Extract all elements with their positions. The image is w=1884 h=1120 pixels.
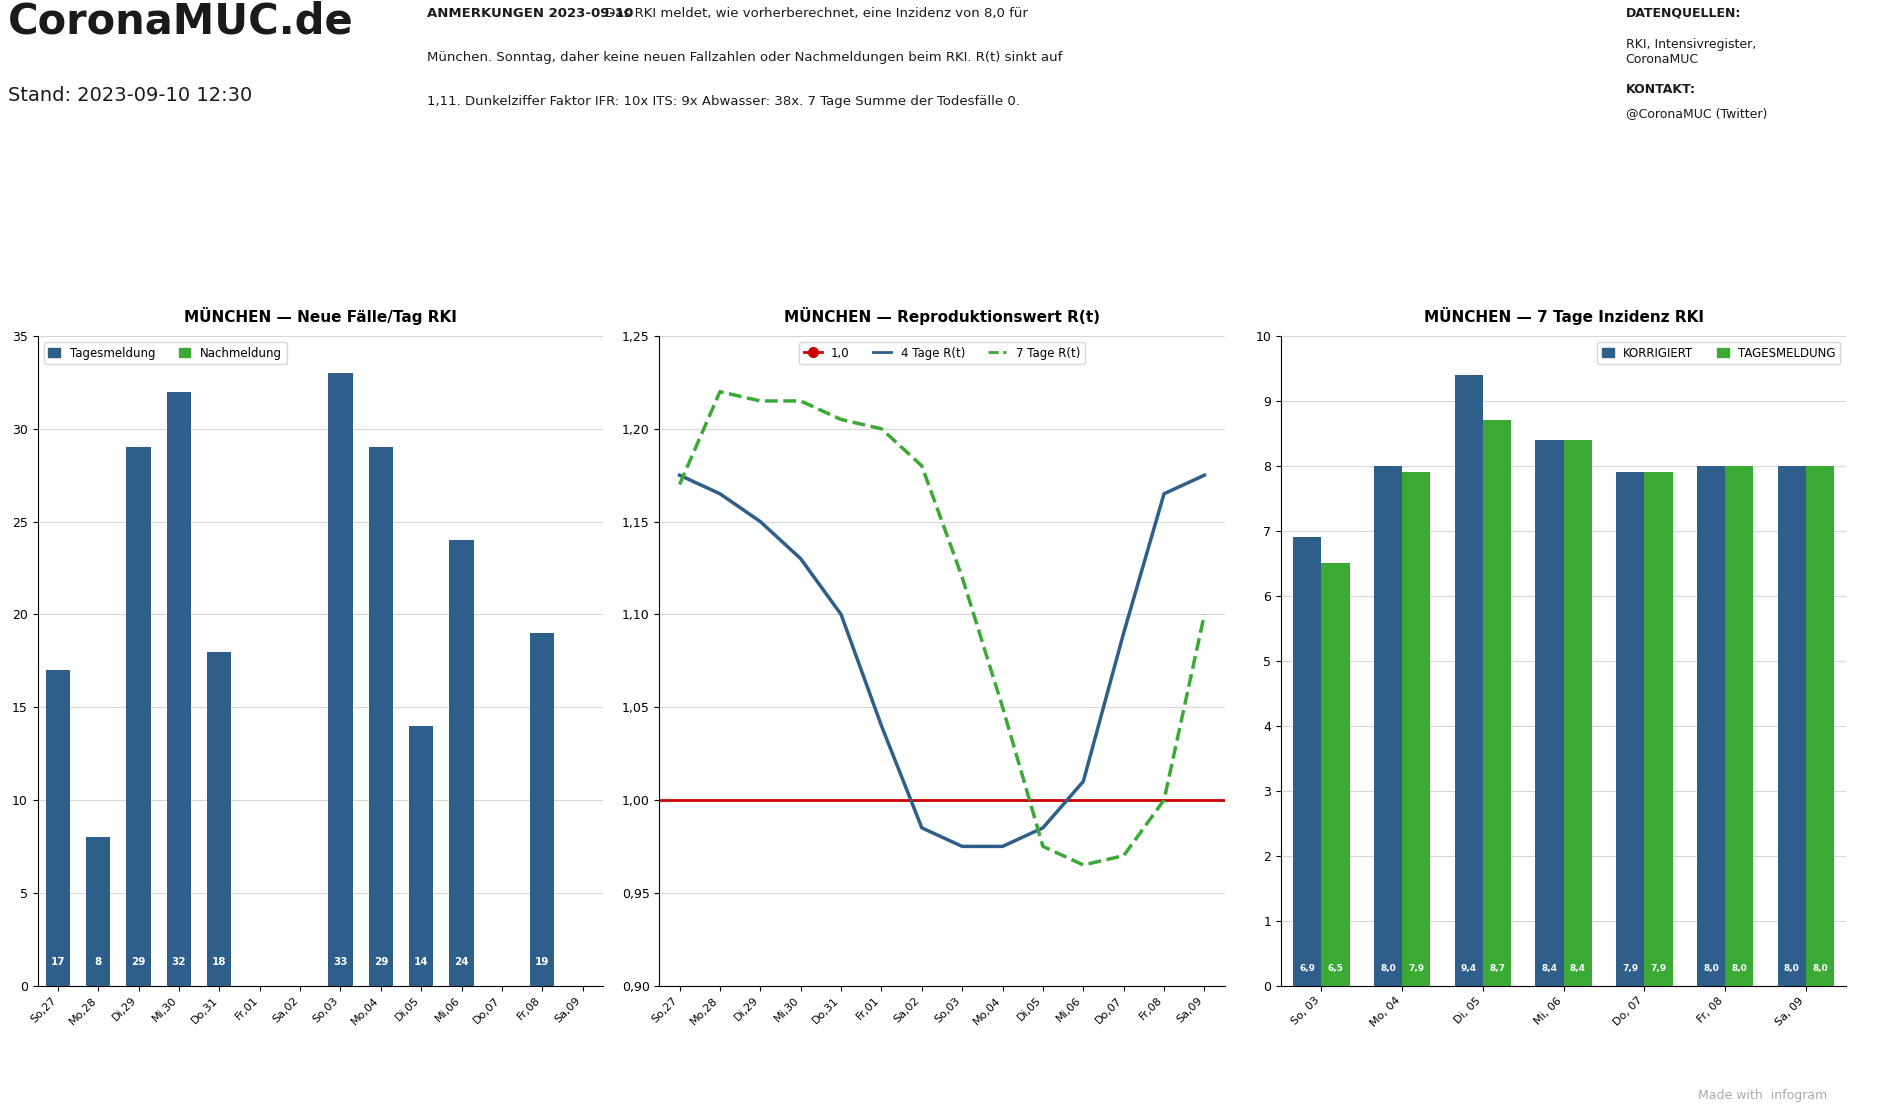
- Text: Stand: 2023-09-10 12:30: Stand: 2023-09-10 12:30: [8, 86, 252, 105]
- Bar: [1373, 466, 1402, 986]
- Text: 8,0: 8,0: [1703, 963, 1718, 972]
- Text: KONTAKT:: KONTAKT:: [1626, 83, 1696, 96]
- Text: 8: 8: [94, 956, 102, 967]
- Text: CoronaMUC.de: CoronaMUC.de: [8, 1, 354, 43]
- Text: Quelle: CoronaMUC: Quelle: CoronaMUC: [1362, 255, 1464, 265]
- Text: 7,9: 7,9: [1622, 963, 1639, 972]
- Text: INTENSIVBETTENBELEGUNG: INTENSIVBETTENBELEGUNG: [691, 151, 878, 165]
- Title: MÜNCHEN — 7 Tage Inzidenz RKI: MÜNCHEN — 7 Tage Inzidenz RKI: [1424, 307, 1703, 325]
- Bar: [126, 447, 151, 986]
- Text: 29: 29: [373, 956, 388, 967]
- Text: Täglich: Täglich: [1394, 279, 1432, 289]
- Bar: [1483, 420, 1511, 986]
- Text: 9,4: 9,4: [1460, 963, 1477, 972]
- Bar: [1535, 440, 1564, 986]
- Text: k.A.: k.A.: [424, 189, 518, 231]
- Text: ANMERKUNGEN 2023-09-10: ANMERKUNGEN 2023-09-10: [426, 7, 633, 20]
- Text: 8,0: 8,0: [1690, 189, 1763, 231]
- Legend: KORRIGIERT, TAGESMELDUNG: KORRIGIERT, TAGESMELDUNG: [1598, 342, 1841, 364]
- Text: k.A.: k.A.: [111, 189, 203, 231]
- Text: Made with  infogram: Made with infogram: [1697, 1089, 1827, 1102]
- Text: Di–Sa.*: Di–Sa.*: [452, 281, 490, 291]
- Text: 8,4: 8,4: [1541, 963, 1558, 972]
- Text: Di–Sa.*: Di–Sa.*: [138, 281, 175, 291]
- Text: 6: 6: [708, 189, 737, 231]
- Bar: [87, 837, 111, 986]
- Text: 8,4: 8,4: [1569, 963, 1586, 972]
- Text: 32: 32: [171, 956, 187, 967]
- Bar: [450, 540, 473, 986]
- Text: * RKI Zahlen zu Inzidenz, Fallzahlen, Nachmeldungen und Todesfällen: Dienstag bi: * RKI Zahlen zu Inzidenz, Fallzahlen, Na…: [447, 1045, 1437, 1060]
- Text: VERÄNDERUNG: VERÄNDERUNG: [808, 262, 887, 272]
- Text: MÜNCHEN: MÜNCHEN: [695, 262, 750, 272]
- Text: TODESFÄLLE: TODESFÄLLE: [430, 151, 512, 165]
- Text: 1,11. Dunkelziffer Faktor IFR: 10x ITS: 9x Abwasser: 38x. 7 Tage Summe der Todes: 1,11. Dunkelziffer Faktor IFR: 10x ITS: …: [426, 95, 1019, 109]
- Bar: [1645, 473, 1673, 986]
- Text: Di–Sa.*: Di–Sa.*: [1709, 255, 1746, 265]
- Bar: [409, 726, 433, 986]
- Bar: [1402, 473, 1430, 986]
- Text: 7,9: 7,9: [1409, 963, 1424, 972]
- Text: 19: 19: [535, 956, 550, 967]
- Bar: [168, 392, 190, 986]
- Text: Gesamt: 722.334: Gesamt: 722.334: [111, 255, 202, 265]
- Bar: [1616, 473, 1645, 986]
- Bar: [1697, 466, 1726, 986]
- Text: 8,0: 8,0: [1784, 963, 1799, 972]
- Text: IFR/ITS/Abwasser basiert: IFR/ITS/Abwasser basiert: [1034, 255, 1164, 265]
- Text: 14: 14: [414, 956, 428, 967]
- Bar: [1321, 563, 1349, 986]
- Text: BESTÄTIGTE FÄLLE: BESTÄTIGTE FÄLLE: [96, 151, 219, 165]
- Text: REPRODUKTIONSWERT: REPRODUKTIONSWERT: [1338, 151, 1488, 165]
- Text: München. Sonntag, daher keine neuen Fallzahlen oder Nachmeldungen beim RKI. R(t): München. Sonntag, daher keine neuen Fall…: [426, 52, 1063, 64]
- Text: 18: 18: [213, 956, 226, 967]
- Text: 8,0: 8,0: [1381, 963, 1396, 972]
- Text: 17: 17: [51, 956, 66, 967]
- Text: 8,0: 8,0: [1812, 963, 1827, 972]
- Bar: [529, 633, 554, 986]
- Bar: [1807, 466, 1835, 986]
- Text: RKI, Intensivregister,
CoronaMUC: RKI, Intensivregister, CoronaMUC: [1626, 38, 1756, 66]
- Legend: 1,0, 4 Tage R(t), 7 Tage R(t): 1,0, 4 Tage R(t), 7 Tage R(t): [799, 342, 1085, 364]
- Text: 24: 24: [454, 956, 469, 967]
- Bar: [207, 652, 232, 986]
- Text: 8,7: 8,7: [1488, 963, 1505, 972]
- Bar: [1726, 466, 1754, 986]
- Text: 29: 29: [132, 956, 145, 967]
- Bar: [45, 670, 70, 986]
- Text: DATENQUELLEN:: DATENQUELLEN:: [1626, 7, 1741, 20]
- Bar: [1564, 440, 1592, 986]
- Title: MÜNCHEN — Neue Fälle/Tag RKI: MÜNCHEN — Neue Fälle/Tag RKI: [185, 307, 456, 325]
- Text: Gesamt: 2.654: Gesamt: 2.654: [431, 255, 511, 265]
- Text: 6,5: 6,5: [1328, 963, 1343, 972]
- Text: @CoronaMUC (Twitter): @CoronaMUC (Twitter): [1626, 108, 1767, 121]
- Bar: [369, 447, 394, 986]
- Text: Das RKI meldet, wie vorherberechnet, eine Inzidenz von 8,0 für: Das RKI meldet, wie vorherberechnet, ein…: [601, 7, 1029, 20]
- Text: ⬆ Share: ⬆ Share: [38, 1089, 89, 1102]
- Bar: [1778, 466, 1807, 986]
- Text: 1,11 ▼: 1,11 ▼: [1343, 192, 1483, 228]
- Text: Täglich: Täglich: [1081, 281, 1117, 291]
- Bar: [328, 373, 352, 986]
- Text: 33: 33: [333, 956, 349, 967]
- Text: INZIDENZ RKI: INZIDENZ RKI: [1682, 151, 1773, 165]
- Text: Täglich: Täglich: [767, 284, 803, 295]
- Text: 10/9/38: 10/9/38: [1012, 189, 1187, 231]
- Text: 6,9: 6,9: [1300, 963, 1315, 972]
- Text: +1: +1: [816, 189, 880, 231]
- Text: 8,0: 8,0: [1731, 963, 1746, 972]
- Bar: [1292, 538, 1321, 986]
- Bar: [1454, 375, 1483, 986]
- Text: 7,9: 7,9: [1650, 963, 1667, 972]
- Title: MÜNCHEN — Reproduktionswert R(t): MÜNCHEN — Reproduktionswert R(t): [784, 307, 1100, 325]
- Legend: Tagesmeldung, Nachmeldung: Tagesmeldung, Nachmeldung: [43, 342, 286, 364]
- Text: DUNKELZIFFER FAKTOR: DUNKELZIFFER FAKTOR: [1021, 151, 1178, 165]
